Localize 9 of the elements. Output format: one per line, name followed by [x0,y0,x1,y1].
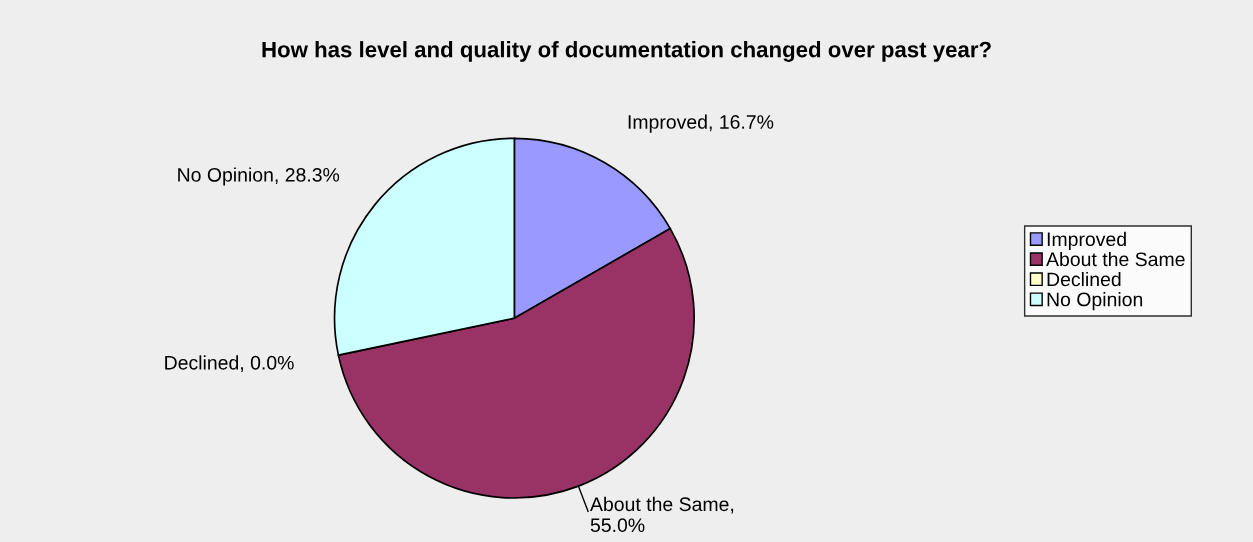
legend-label: Improved [1047,231,1126,250]
chart-title: How has level and quality of documentation changed over past year? [262,41,991,62]
text: Declined, 0.0% [165,355,294,372]
legend-label: Declined [1047,271,1121,287]
data-label: No Opinion, 28.3% [178,167,340,186]
legend-label: No Opinion [1047,292,1143,311]
data-label: About the Same, 55.0% [590,496,734,533]
legend-label: About the Same [1046,251,1185,267]
data-label: Improved, 16.7% [628,114,774,133]
